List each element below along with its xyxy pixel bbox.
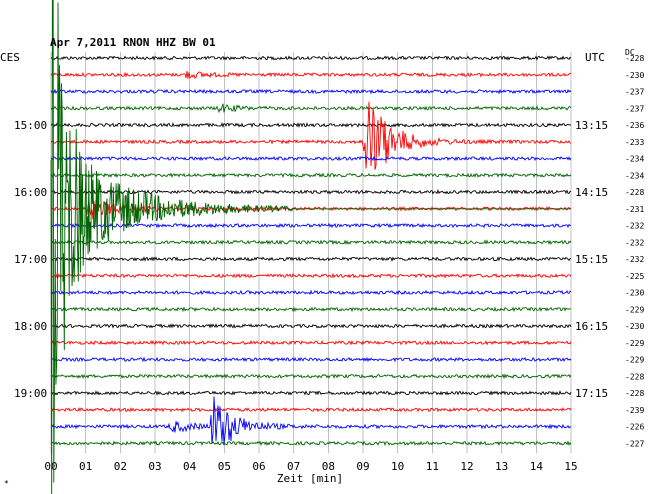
left-hour-label: 15:00 — [14, 119, 47, 132]
dc-offset-label: -228 — [625, 389, 644, 398]
dc-offset-label: -231 — [625, 205, 644, 214]
trace-line — [50, 323, 572, 329]
dc-offset-label: -225 — [625, 272, 644, 281]
corner-mark: * — [4, 479, 9, 488]
trace-line — [50, 373, 572, 380]
x-tick-label: 07 — [287, 460, 300, 473]
x-tick-label: 10 — [391, 460, 404, 473]
dc-offset-label: -228 — [625, 188, 644, 197]
trace-line — [50, 406, 572, 413]
trace-line — [50, 172, 572, 179]
trace-line — [50, 101, 572, 170]
trace-line — [50, 200, 572, 220]
chart-title: Apr 7,2011 RNON HHZ BW 01 — [50, 36, 216, 49]
x-tick-label: 02 — [114, 460, 127, 473]
x-tick-label: 09 — [356, 460, 369, 473]
dc-offset-label: -230 — [625, 71, 644, 80]
x-tick-label: 13 — [495, 460, 508, 473]
trace-line — [50, 122, 572, 129]
dc-offset-label: -228 — [625, 372, 644, 381]
x-tick-label: 14 — [530, 460, 544, 473]
dc-header-label: DC — [625, 48, 635, 57]
dc-offset-label: -232 — [625, 222, 644, 231]
trace-group — [50, 0, 572, 494]
x-axis-label: Zeit [min] — [277, 472, 343, 485]
x-tick-label: 08 — [322, 460, 335, 473]
dc-offset-label: -229 — [625, 339, 644, 348]
dc-offset-label: -227 — [625, 439, 644, 448]
left-hour-label: 18:00 — [14, 320, 47, 333]
x-tick-label: 04 — [183, 460, 197, 473]
dc-offset-label: -226 — [625, 423, 644, 432]
x-tick-label: 05 — [218, 460, 231, 473]
dc-offset-label: -237 — [625, 88, 644, 97]
dc-offset-label: -234 — [625, 155, 644, 164]
right-hour-label: 13:15 — [575, 119, 608, 132]
right-hour-label: 15:15 — [575, 253, 608, 266]
trace-line — [50, 71, 572, 80]
left-hour-label: 16:00 — [14, 186, 47, 199]
dc-offset-label: -229 — [625, 305, 644, 314]
dc-offset-label: -228 — [625, 54, 644, 63]
left-hour-label: 17:00 — [14, 253, 47, 266]
dc-offset-label: -232 — [625, 255, 644, 264]
x-tick-label: 01 — [79, 460, 92, 473]
trace-line — [50, 189, 572, 195]
trace-line — [50, 440, 572, 447]
right-hour-label: 17:15 — [575, 387, 608, 400]
trace-line — [50, 239, 572, 246]
time-gridlines: 00 01 02 03 04 05 06 07 08 09 10 11 12 13 14 15 — [44, 52, 578, 473]
trace-line — [50, 256, 571, 262]
trace-line — [50, 103, 572, 114]
label-group: -228 -230 -237 -237 -236 -233 -234 -234 -228 -231… — [14, 54, 644, 448]
trace-line — [50, 272, 572, 279]
x-tick-label: 15 — [564, 460, 577, 473]
trace-line — [50, 289, 572, 296]
dc-offset-label: -236 — [625, 121, 644, 130]
dc-offset-label: -237 — [625, 104, 644, 113]
right-hour-label: 16:15 — [575, 320, 608, 333]
trace-line — [50, 339, 572, 346]
trace-line — [50, 55, 572, 61]
trace-line — [50, 396, 572, 445]
right-timezone-label: UTC — [585, 51, 605, 64]
x-tick-label: 03 — [148, 460, 161, 473]
trace-line — [50, 88, 572, 95]
x-tick-label: 06 — [252, 460, 265, 473]
right-hour-label: 14:15 — [575, 186, 608, 199]
dc-offset-label: -229 — [625, 356, 644, 365]
dc-offset-label: -233 — [625, 138, 644, 147]
dc-offset-label: -239 — [625, 406, 644, 415]
trace-line — [50, 390, 572, 396]
trace-line — [50, 356, 572, 363]
left-timezone-label: CES — [0, 51, 20, 64]
dc-offset-label: -234 — [625, 171, 644, 180]
left-hour-label: 19:00 — [14, 387, 47, 400]
dc-offset-label: -230 — [625, 289, 644, 298]
trace-line — [50, 155, 572, 162]
trace-line — [50, 306, 572, 313]
dc-offset-label: -230 — [625, 322, 644, 331]
trace-line — [51, 222, 572, 229]
x-tick-label: 11 — [426, 460, 439, 473]
x-tick-label: 12 — [460, 460, 473, 473]
dc-offset-label: -232 — [625, 238, 644, 247]
event-waveform — [50, 0, 571, 494]
x-tick-label: 00 — [44, 460, 57, 473]
